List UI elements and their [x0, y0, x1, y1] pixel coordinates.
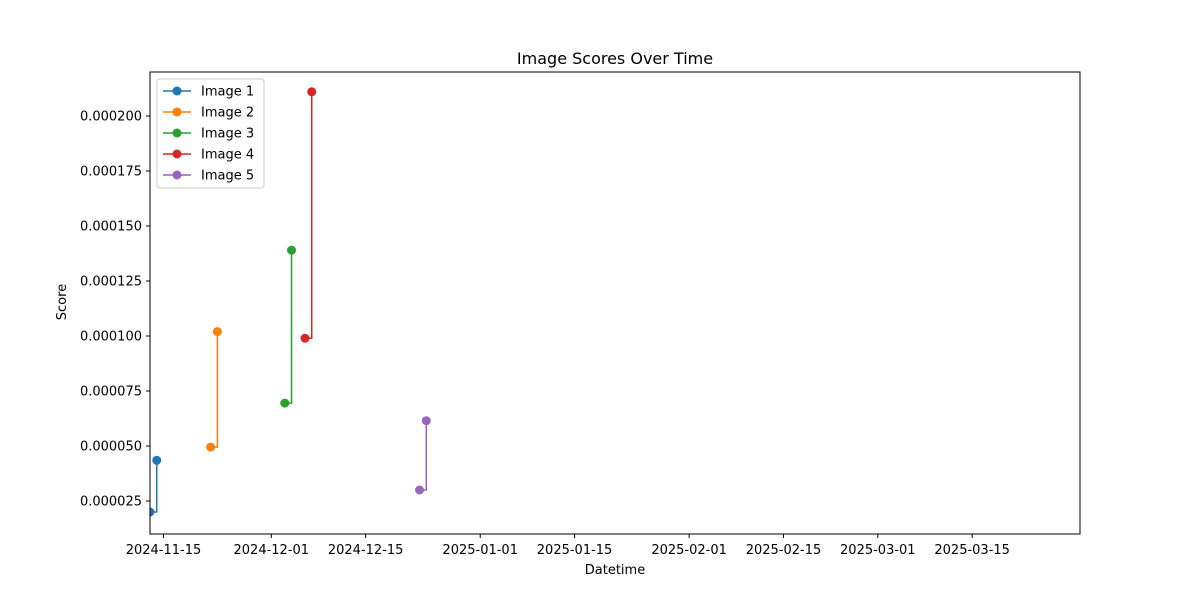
x-tick-label: 2025-01-15 — [537, 543, 613, 558]
data-point-image-4-1 — [300, 333, 310, 343]
data-point-image-2-1 — [206, 442, 216, 452]
y-tick-label: 0.000025 — [80, 495, 142, 510]
x-tick-label: 2025-02-15 — [746, 543, 822, 558]
x-tick-label: 2024-12-15 — [328, 543, 404, 558]
series-group — [150, 87, 431, 517]
plot-area — [149, 71, 1081, 535]
x-tick-label: 2025-02-01 — [651, 543, 727, 558]
y-tick-label: 0.000150 — [80, 220, 142, 235]
x-tick-label: 2025-03-15 — [934, 543, 1010, 558]
data-point-image-2-2 — [212, 327, 222, 337]
data-point-image-5-2 — [421, 416, 431, 426]
legend-marker-image-3 — [172, 128, 182, 138]
data-point-image-3-1 — [280, 398, 290, 408]
legend-label-image-2: Image 2 — [201, 106, 254, 121]
legend-marker-image-2 — [172, 107, 182, 117]
legend-label-image-4: Image 4 — [201, 148, 254, 163]
x-tick-label: 2024-12-01 — [234, 543, 310, 558]
data-point-image-4-2 — [307, 87, 317, 97]
legend-marker-image-1 — [172, 86, 182, 96]
legend-box — [156, 78, 265, 189]
legend-label-image-3: Image 3 — [201, 127, 254, 142]
y-tick-label: 0.000100 — [80, 330, 142, 345]
y-tick-label: 0.000050 — [80, 440, 142, 455]
x-axis-ticks: 2024-11-15 2024-12-01 2024-12-15 2025-01-01… — [126, 534, 1010, 558]
data-point-image-3-2 — [287, 245, 297, 255]
legend-marker-image-4 — [172, 149, 182, 159]
legend-label-image-1: Image 1 — [201, 85, 254, 100]
x-tick-label: 2025-01-01 — [442, 543, 518, 558]
data-point-image-1-1 — [150, 507, 155, 517]
plot-frame — [149, 71, 1081, 535]
data-point-image-1-2 — [152, 455, 162, 465]
legend-label-image-5: Image 5 — [201, 169, 254, 184]
y-axis-ticks: 0.000025 0.000050 0.000075 0.000100 0.000125… — [80, 110, 150, 510]
y-tick-label: 0.000175 — [80, 165, 142, 180]
y-axis-label: Score — [55, 284, 70, 320]
x-tick-label: 2025-03-01 — [840, 543, 916, 558]
x-tick-label: 2024-11-15 — [126, 543, 202, 558]
x-axis-label: Datetime — [585, 563, 645, 578]
legend: Image 1 Image 2 Image 3 Image 4 Image 5 — [156, 78, 265, 189]
chart-title: Image Scores Over Time — [517, 49, 713, 68]
y-tick-label: 0.000200 — [80, 110, 142, 125]
y-tick-label: 0.000075 — [80, 385, 142, 400]
y-tick-label: 0.000125 — [80, 275, 142, 290]
legend-marker-image-5 — [172, 170, 182, 180]
data-point-image-5-1 — [415, 485, 425, 495]
